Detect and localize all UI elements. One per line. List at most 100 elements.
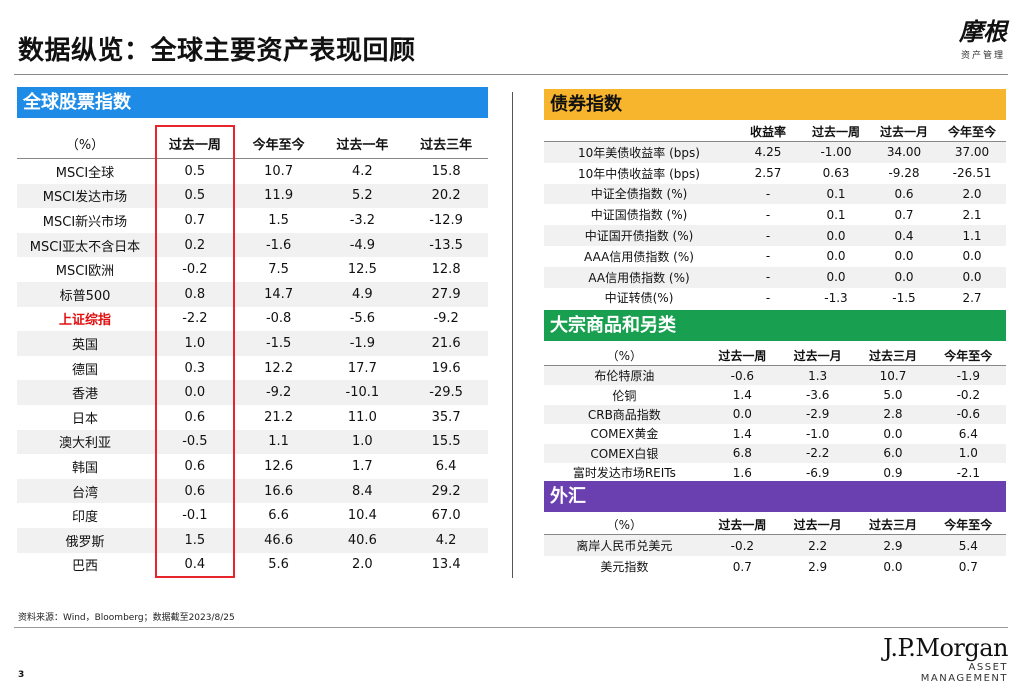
equity-cell: 1.5 bbox=[268, 212, 289, 228]
bond-cell: 4.25 bbox=[734, 141, 802, 163]
bond-header-row: 收益率 过去一周 过去一月 今年至今 bbox=[544, 121, 1006, 142]
commodity-col-header: 过去一月 bbox=[793, 348, 842, 363]
equity-cell: 0.4 bbox=[184, 557, 206, 573]
bond-row-label: 中证国债指数 (%) bbox=[590, 208, 688, 223]
equity-cell: 0.6 bbox=[184, 409, 206, 425]
commodity-col-header: （%） bbox=[606, 348, 643, 363]
vertical-divider bbox=[512, 92, 513, 578]
equity-cell: 11.9 bbox=[236, 183, 321, 209]
commodity-cell: 6.8 bbox=[704, 443, 780, 463]
commodity-cell: -0.6 bbox=[930, 404, 1006, 425]
bond-cell: 2.57 bbox=[754, 166, 782, 181]
equity-cell: 27.9 bbox=[404, 281, 488, 307]
commodity-cell: 5.0 bbox=[883, 388, 903, 403]
equity-row: 韩国 0.6 12.6 1.7 6.4 bbox=[17, 454, 488, 479]
bond-cell: 0.0 bbox=[826, 249, 846, 264]
bond-col-header: 过去一周 bbox=[811, 124, 860, 139]
equity-table: （%） 过去一周 今年至今 过去一年 过去三年 MSCI全球 0.5 10.7 4.2… bbox=[17, 128, 488, 577]
fx-row: 离岸人民币兑美元 -0.2 2.2 2.9 5.4 bbox=[544, 534, 1006, 556]
equity-row: 澳大利亚 -0.5 1.1 1.0 15.5 bbox=[17, 429, 488, 455]
equity-row: MSCI全球 0.5 10.7 4.2 15.8 bbox=[17, 159, 488, 184]
bond-cell: - bbox=[734, 266, 802, 288]
equity-cell: 13.4 bbox=[431, 557, 461, 573]
equity-cell: -1.6 bbox=[236, 232, 321, 258]
equity-cell: -9.2 bbox=[236, 380, 321, 405]
commodity-cell: -0.6 bbox=[704, 365, 780, 386]
equity-cell: -10.1 bbox=[320, 380, 405, 405]
title-divider bbox=[14, 74, 1008, 75]
equity-row-label: MSCI新兴市场 bbox=[42, 214, 128, 230]
equity-row: MSCI发达市场 0.5 11.9 5.2 20.2 bbox=[17, 183, 488, 209]
equity-col-header: 过去一年 bbox=[320, 128, 405, 159]
equity-cell: 7.5 bbox=[268, 262, 289, 278]
fx-table-body: 离岸人民币兑美元 -0.2 2.2 2.9 5.4 美元指数 0.7 2.9 0.0 0.7 bbox=[544, 534, 1006, 578]
equity-cell: 16.6 bbox=[236, 478, 321, 504]
equity-cell: -12.9 bbox=[429, 212, 463, 228]
equity-row: 日本 0.6 21.2 11.0 35.7 bbox=[17, 405, 488, 430]
commodity-row-label: COMEX黄金 bbox=[590, 427, 659, 442]
fx-cell: -0.2 bbox=[704, 534, 780, 556]
equity-cell: 40.6 bbox=[320, 527, 405, 553]
fx-section-banner: 外汇 bbox=[544, 481, 1006, 512]
bond-cell: - bbox=[734, 183, 802, 205]
bond-cell: 2.1 bbox=[962, 207, 982, 222]
equity-cell: -1.9 bbox=[320, 331, 405, 356]
equity-cell: -0.5 bbox=[153, 429, 237, 455]
commodity-cell: -1.0 bbox=[805, 426, 830, 441]
equity-cell: 0.7 bbox=[184, 212, 206, 228]
commodity-cell: -1.9 bbox=[930, 365, 1006, 386]
bond-cell: 0.1 bbox=[802, 183, 870, 205]
bond-row-label: 中证国开债指数 (%) bbox=[544, 225, 734, 246]
brand-subtitle: ASSET MANAGEMENT bbox=[920, 662, 1008, 684]
commodity-cell: 1.0 bbox=[930, 443, 1006, 463]
equity-row-label: 标普500 bbox=[17, 281, 153, 307]
equity-col-header: （%） bbox=[17, 128, 153, 159]
bond-cell: 0.0 bbox=[962, 249, 982, 264]
bond-cell: -1.3 bbox=[824, 290, 848, 305]
equity-cell: 1.1 bbox=[236, 429, 321, 455]
bond-cell: 34.00 bbox=[870, 141, 938, 163]
equity-cell: 1.0 bbox=[153, 331, 237, 356]
equity-row-label: 台湾 bbox=[17, 478, 153, 504]
equity-section-banner: 全球股票指数 bbox=[17, 87, 488, 118]
equity-cell: 6.4 bbox=[435, 458, 457, 474]
jpm-cn-logo: 摩根 资产管理 bbox=[952, 18, 1014, 62]
bond-table: 收益率 过去一周 过去一月 今年至今 10年美债收益率 (bps) 4.25 -1.… bbox=[544, 121, 1006, 308]
equity-cell: 1.5 bbox=[153, 527, 237, 553]
commodity-cell: -2.1 bbox=[956, 465, 981, 480]
bond-section-banner: 债券指数 bbox=[544, 89, 1006, 120]
fx-row-label: 美元指数 bbox=[600, 560, 649, 574]
bond-cell: - bbox=[765, 290, 771, 305]
commodity-col-header: 过去三月 bbox=[868, 348, 917, 363]
commodity-table: （%） 过去一周 过去一月 过去三月 今年至今 布伦特原油 -0.6 1.3 10.7… bbox=[544, 345, 1006, 482]
commodity-row: CRB商品指数 0.0 -2.9 2.8 -0.6 bbox=[544, 404, 1006, 425]
equity-row-label: 韩国 bbox=[71, 460, 98, 476]
jpm-logo: J.P.Morgan ASSET MANAGEMENT bbox=[878, 634, 1008, 684]
fx-row-label: 离岸人民币兑美元 bbox=[544, 534, 705, 556]
bond-cell: 0.0 bbox=[870, 266, 938, 288]
equity-cell: 21.6 bbox=[404, 331, 488, 356]
fx-cell: 2.2 bbox=[780, 534, 856, 556]
equity-cell: 0.6 bbox=[153, 478, 237, 504]
equity-row: 巴西 0.4 5.6 2.0 13.4 bbox=[17, 553, 488, 578]
bond-row: 中证全债指数 (%) -0.1 0.6 2.0 bbox=[544, 183, 1006, 205]
equity-cell: 21.2 bbox=[264, 409, 294, 425]
equity-cell: -2.2 bbox=[182, 311, 208, 327]
fx-col-header: 过去三月 bbox=[868, 517, 917, 532]
equity-cell: -0.8 bbox=[265, 311, 292, 327]
equity-cell: 10.4 bbox=[347, 508, 377, 524]
commodity-cell: 0.9 bbox=[883, 465, 903, 480]
fx-table: （%） 过去一周 过去一月 过去三月 今年至今 离岸人民币兑美元 -0.2 2.2 2… bbox=[544, 514, 1006, 577]
equity-cell: 2.0 bbox=[352, 557, 373, 573]
equity-row-label: 德国 bbox=[71, 362, 98, 378]
equity-cell: 14.7 bbox=[236, 281, 321, 307]
fx-cell: 2.9 bbox=[808, 559, 828, 574]
bond-cell: 0.0 bbox=[894, 249, 914, 264]
equity-col-header: 过去三年 bbox=[404, 128, 488, 159]
equity-col-header: 今年至今 bbox=[236, 128, 321, 159]
equity-cell: -0.2 bbox=[182, 262, 208, 278]
equity-cell: 20.2 bbox=[404, 183, 488, 209]
commodity-cell: -2.9 bbox=[780, 404, 856, 425]
commodity-row: 富时发达市场REITs 1.6 -6.9 0.9 -2.1 bbox=[544, 463, 1006, 482]
commodity-row-label: CRB商品指数 bbox=[544, 404, 705, 425]
